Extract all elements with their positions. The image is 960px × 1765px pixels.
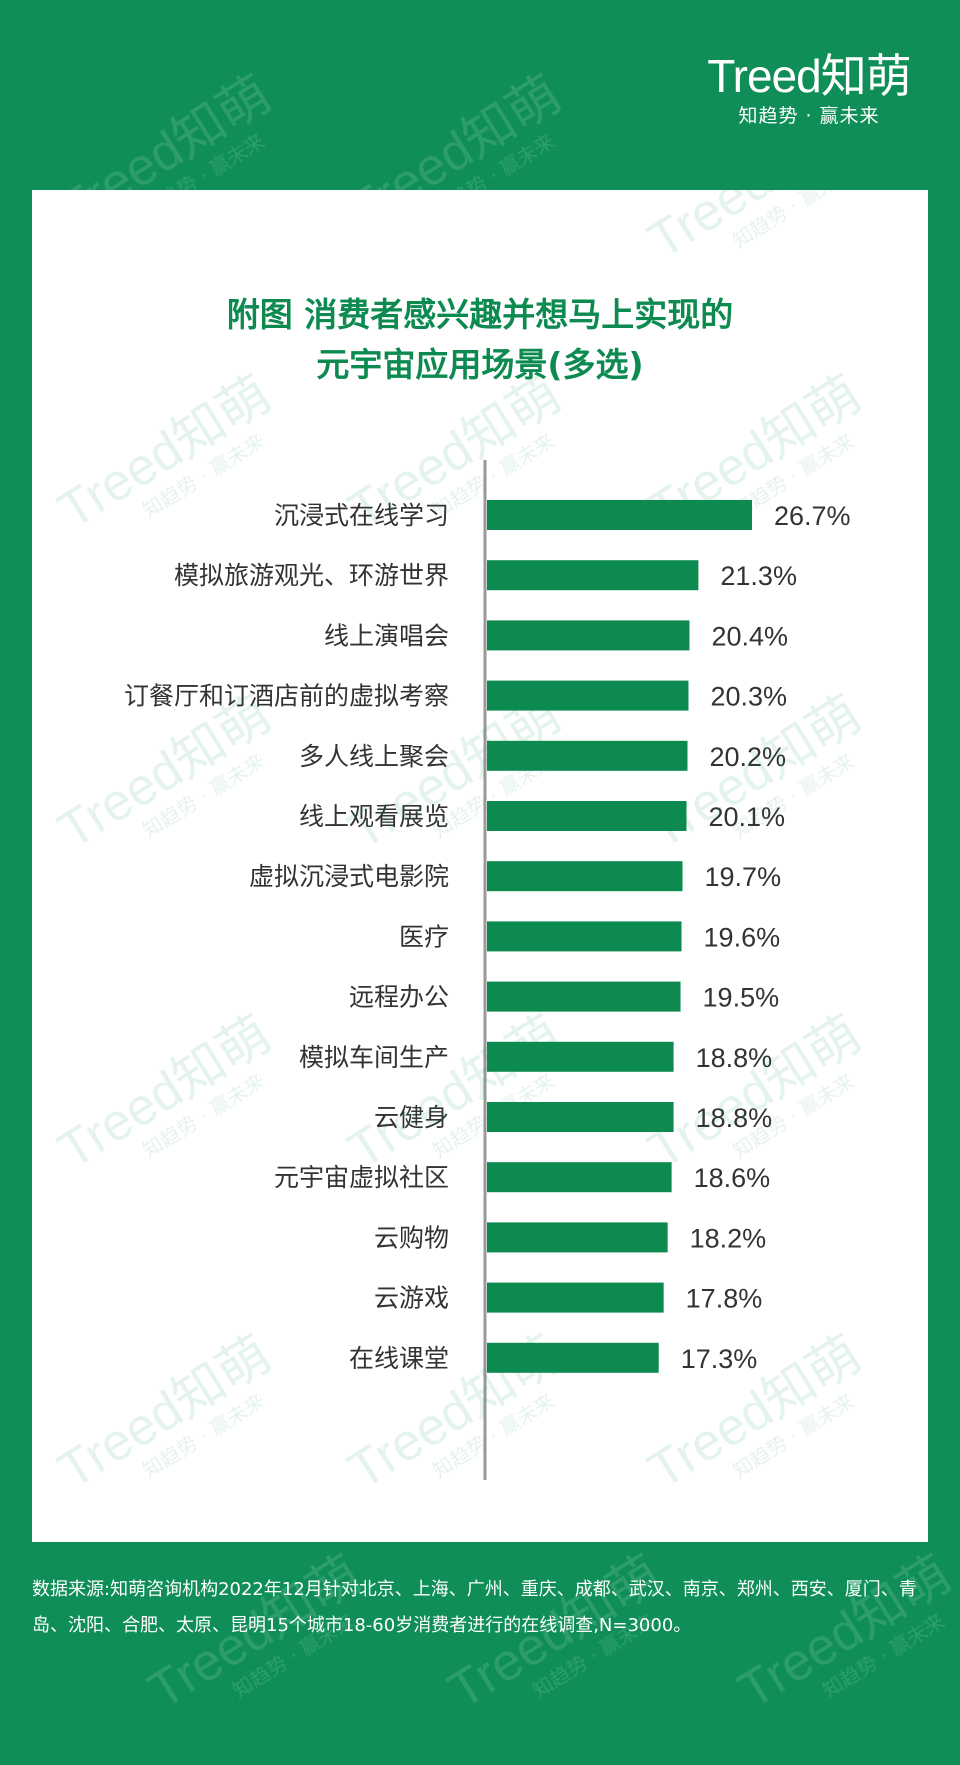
category-label: 线上演唱会	[324, 621, 449, 650]
category-label: 模拟旅游观光、环游世界	[174, 561, 449, 590]
value-label: 26.7%	[774, 501, 851, 531]
bar	[487, 680, 689, 711]
chart-title-line-1: 附图 消费者感兴趣并想马上实现的	[226, 295, 734, 334]
value-label: 19.5%	[703, 983, 780, 1013]
chart-title: 附图 消费者感兴趣并想马上实现的 元宇宙应用场景(多选)	[32, 290, 928, 390]
bar	[487, 981, 681, 1012]
bar	[487, 1041, 674, 1072]
category-label: 虚拟沉浸式电影院	[249, 862, 449, 891]
category-label: 医疗	[399, 922, 449, 951]
bar	[487, 1102, 674, 1132]
bar	[487, 921, 682, 952]
bar	[487, 620, 690, 651]
bar	[487, 1342, 659, 1373]
category-label: 在线课堂	[349, 1344, 449, 1373]
brand-slogan: 知趋势 · 赢未来	[738, 105, 880, 127]
value-label: 18.8%	[696, 1103, 773, 1133]
value-label: 17.8%	[686, 1284, 763, 1314]
value-label: 19.6%	[704, 922, 781, 952]
category-label: 订餐厅和订酒店前的虚拟考察	[124, 682, 449, 711]
value-label: 20.1%	[708, 802, 785, 832]
category-label: 云游戏	[374, 1284, 449, 1313]
value-label: 20.2%	[709, 742, 786, 772]
brand-logo-block: Treed知萌 知趋势 · 赢未来	[694, 50, 924, 128]
bar	[487, 500, 752, 530]
value-label: 18.8%	[696, 1043, 773, 1073]
category-label: 云购物	[374, 1223, 449, 1252]
bar	[487, 1282, 664, 1313]
category-label: 模拟车间生产	[299, 1043, 449, 1072]
value-label: 19.7%	[705, 862, 782, 892]
chart-title-line-2: 元宇宙应用场景(多选)	[316, 345, 644, 384]
value-label: 18.6%	[694, 1163, 771, 1193]
data-source-note: 数据来源:知萌咨询机构2022年12月针对北京、上海、广州、重庆、成都、武汉、南…	[32, 1579, 917, 1636]
bar	[487, 1162, 672, 1193]
value-label: 18.2%	[690, 1223, 767, 1253]
bar	[487, 740, 688, 771]
bar	[487, 1222, 668, 1253]
value-label: 20.4%	[711, 621, 788, 651]
category-label: 多人线上聚会	[299, 742, 449, 771]
bar-chart: 沉浸式在线学习 26.7% 模拟旅游观光、环游世界 21.3% 线上演唱会 20.4% 订餐…	[124, 460, 851, 1480]
bar	[487, 861, 683, 892]
brand-logo: Treed知萌	[707, 50, 911, 102]
category-label: 云健身	[374, 1103, 449, 1132]
value-label: 17.3%	[681, 1344, 758, 1374]
bar	[487, 801, 687, 831]
category-label: 远程办公	[349, 983, 449, 1012]
value-label: 21.3%	[720, 561, 797, 591]
category-label: 线上观看展览	[299, 802, 449, 831]
category-label: 元宇宙虚拟社区	[274, 1163, 449, 1192]
value-label: 20.3%	[710, 682, 787, 712]
chart-card: 附图 消费者感兴趣并想马上实现的 元宇宙应用场景(多选) 沉浸式在线学习 26.7…	[32, 190, 928, 1542]
bar	[487, 560, 699, 591]
category-label: 沉浸式在线学习	[274, 501, 449, 530]
